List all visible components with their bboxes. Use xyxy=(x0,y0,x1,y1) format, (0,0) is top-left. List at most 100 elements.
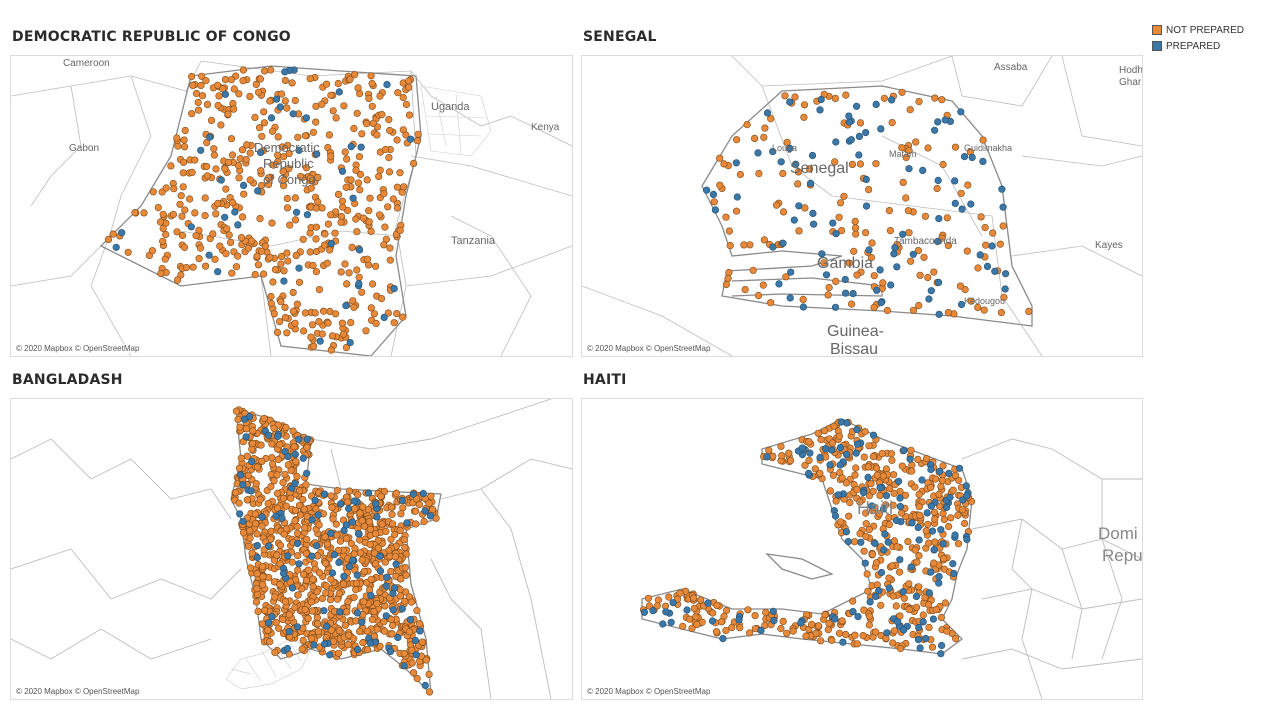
facility-point[interactable] xyxy=(341,260,349,268)
facility-point[interactable] xyxy=(347,142,355,151)
facility-point[interactable] xyxy=(414,130,422,138)
facility-point[interactable] xyxy=(856,160,865,168)
facility-point[interactable] xyxy=(282,423,290,432)
facility-point[interactable] xyxy=(919,166,927,174)
facility-point[interactable] xyxy=(399,126,407,134)
facility-point[interactable] xyxy=(800,113,808,121)
facility-point[interactable] xyxy=(820,259,828,267)
facility-point[interactable] xyxy=(197,146,205,154)
facility-point[interactable] xyxy=(202,262,210,270)
facility-point[interactable] xyxy=(1002,270,1010,278)
facility-point[interactable] xyxy=(274,432,282,441)
facility-point[interactable] xyxy=(246,527,254,535)
map-credit[interactable]: © 2020 Mapbox © OpenStreetMap xyxy=(16,344,140,353)
facility-point[interactable] xyxy=(842,630,850,639)
facility-point[interactable] xyxy=(954,511,962,519)
facility-point[interactable] xyxy=(261,67,269,75)
facility-point[interactable] xyxy=(301,309,310,317)
facility-point[interactable] xyxy=(837,418,845,426)
facility-point[interactable] xyxy=(321,533,329,541)
facility-point[interactable] xyxy=(790,216,798,224)
facility-point[interactable] xyxy=(254,607,262,615)
facility-point[interactable] xyxy=(304,566,312,574)
facility-point[interactable] xyxy=(178,212,186,220)
facility-point[interactable] xyxy=(400,650,408,658)
facility-point[interactable] xyxy=(370,608,378,616)
facility-point[interactable] xyxy=(248,439,257,448)
facility-point[interactable] xyxy=(419,489,427,498)
facility-point[interactable] xyxy=(377,492,385,500)
facility-point[interactable] xyxy=(849,290,857,298)
facility-point[interactable] xyxy=(862,175,870,183)
facility-point[interactable] xyxy=(872,100,880,109)
facility-point[interactable] xyxy=(931,126,939,134)
facility-point[interactable] xyxy=(356,509,364,517)
facility-point[interactable] xyxy=(400,183,408,191)
facility-point[interactable] xyxy=(394,89,402,97)
facility-point[interactable] xyxy=(927,287,935,295)
facility-point[interactable] xyxy=(799,295,807,303)
facility-point[interactable] xyxy=(222,250,230,258)
facility-point[interactable] xyxy=(407,598,416,606)
facility-point[interactable] xyxy=(922,527,930,535)
facility-point[interactable] xyxy=(291,479,299,488)
facility-point[interactable] xyxy=(281,470,289,478)
facility-point[interactable] xyxy=(109,230,117,238)
facility-point[interactable] xyxy=(697,596,705,604)
facility-point[interactable] xyxy=(367,304,375,312)
facility-point[interactable] xyxy=(342,183,350,191)
facility-point[interactable] xyxy=(197,81,205,90)
facility-point[interactable] xyxy=(968,153,976,161)
facility-point[interactable] xyxy=(924,520,932,528)
facility-point[interactable] xyxy=(850,247,858,255)
facility-point[interactable] xyxy=(358,618,366,626)
facility-point[interactable] xyxy=(272,512,280,520)
facility-point[interactable] xyxy=(1001,285,1009,293)
facility-point[interactable] xyxy=(230,105,238,113)
facility-point[interactable] xyxy=(392,560,400,568)
facility-point[interactable] xyxy=(344,641,352,649)
facility-point[interactable] xyxy=(312,505,320,513)
facility-point[interactable] xyxy=(384,203,392,211)
facility-point[interactable] xyxy=(915,490,923,498)
facility-point[interactable] xyxy=(354,645,362,654)
legend-item-not-prepared[interactable]: NOT PREPARED xyxy=(1152,22,1244,38)
facility-point[interactable] xyxy=(253,252,261,260)
facility-point[interactable] xyxy=(177,192,185,200)
facility-point[interactable] xyxy=(667,618,675,626)
facility-point[interactable] xyxy=(951,531,959,539)
facility-point[interactable] xyxy=(896,487,904,496)
facility-point[interactable] xyxy=(732,159,740,167)
facility-point[interactable] xyxy=(343,155,351,163)
facility-point[interactable] xyxy=(413,137,422,145)
facility-point[interactable] xyxy=(962,482,970,490)
facility-point[interactable] xyxy=(293,300,302,308)
facility-point[interactable] xyxy=(864,463,872,471)
facility-point[interactable] xyxy=(909,250,917,258)
facility-point[interactable] xyxy=(717,618,726,626)
facility-point[interactable] xyxy=(327,346,335,354)
facility-point[interactable] xyxy=(920,253,928,261)
facility-point[interactable] xyxy=(787,456,795,465)
facility-point[interactable] xyxy=(279,615,287,623)
map-credit[interactable]: © 2020 Mapbox © OpenStreetMap xyxy=(16,687,140,696)
facility-point[interactable] xyxy=(149,188,157,196)
facility-point[interactable] xyxy=(930,268,938,276)
facility-point[interactable] xyxy=(398,496,406,505)
facility-point[interactable] xyxy=(104,235,113,243)
facility-point[interactable] xyxy=(260,108,268,116)
facility-point[interactable] xyxy=(354,179,363,187)
facility-point[interactable] xyxy=(835,213,843,221)
facility-point[interactable] xyxy=(831,512,840,520)
facility-point[interactable] xyxy=(281,598,290,606)
facility-point[interactable] xyxy=(292,457,300,466)
facility-point[interactable] xyxy=(372,262,380,270)
facility-point[interactable] xyxy=(257,148,265,156)
facility-point[interactable] xyxy=(408,659,416,667)
facility-point[interactable] xyxy=(759,281,767,289)
facility-point[interactable] xyxy=(927,483,935,492)
facility-point[interactable] xyxy=(859,632,867,640)
facility-point[interactable] xyxy=(248,549,256,557)
facility-point[interactable] xyxy=(365,218,373,226)
facility-point[interactable] xyxy=(328,569,337,577)
